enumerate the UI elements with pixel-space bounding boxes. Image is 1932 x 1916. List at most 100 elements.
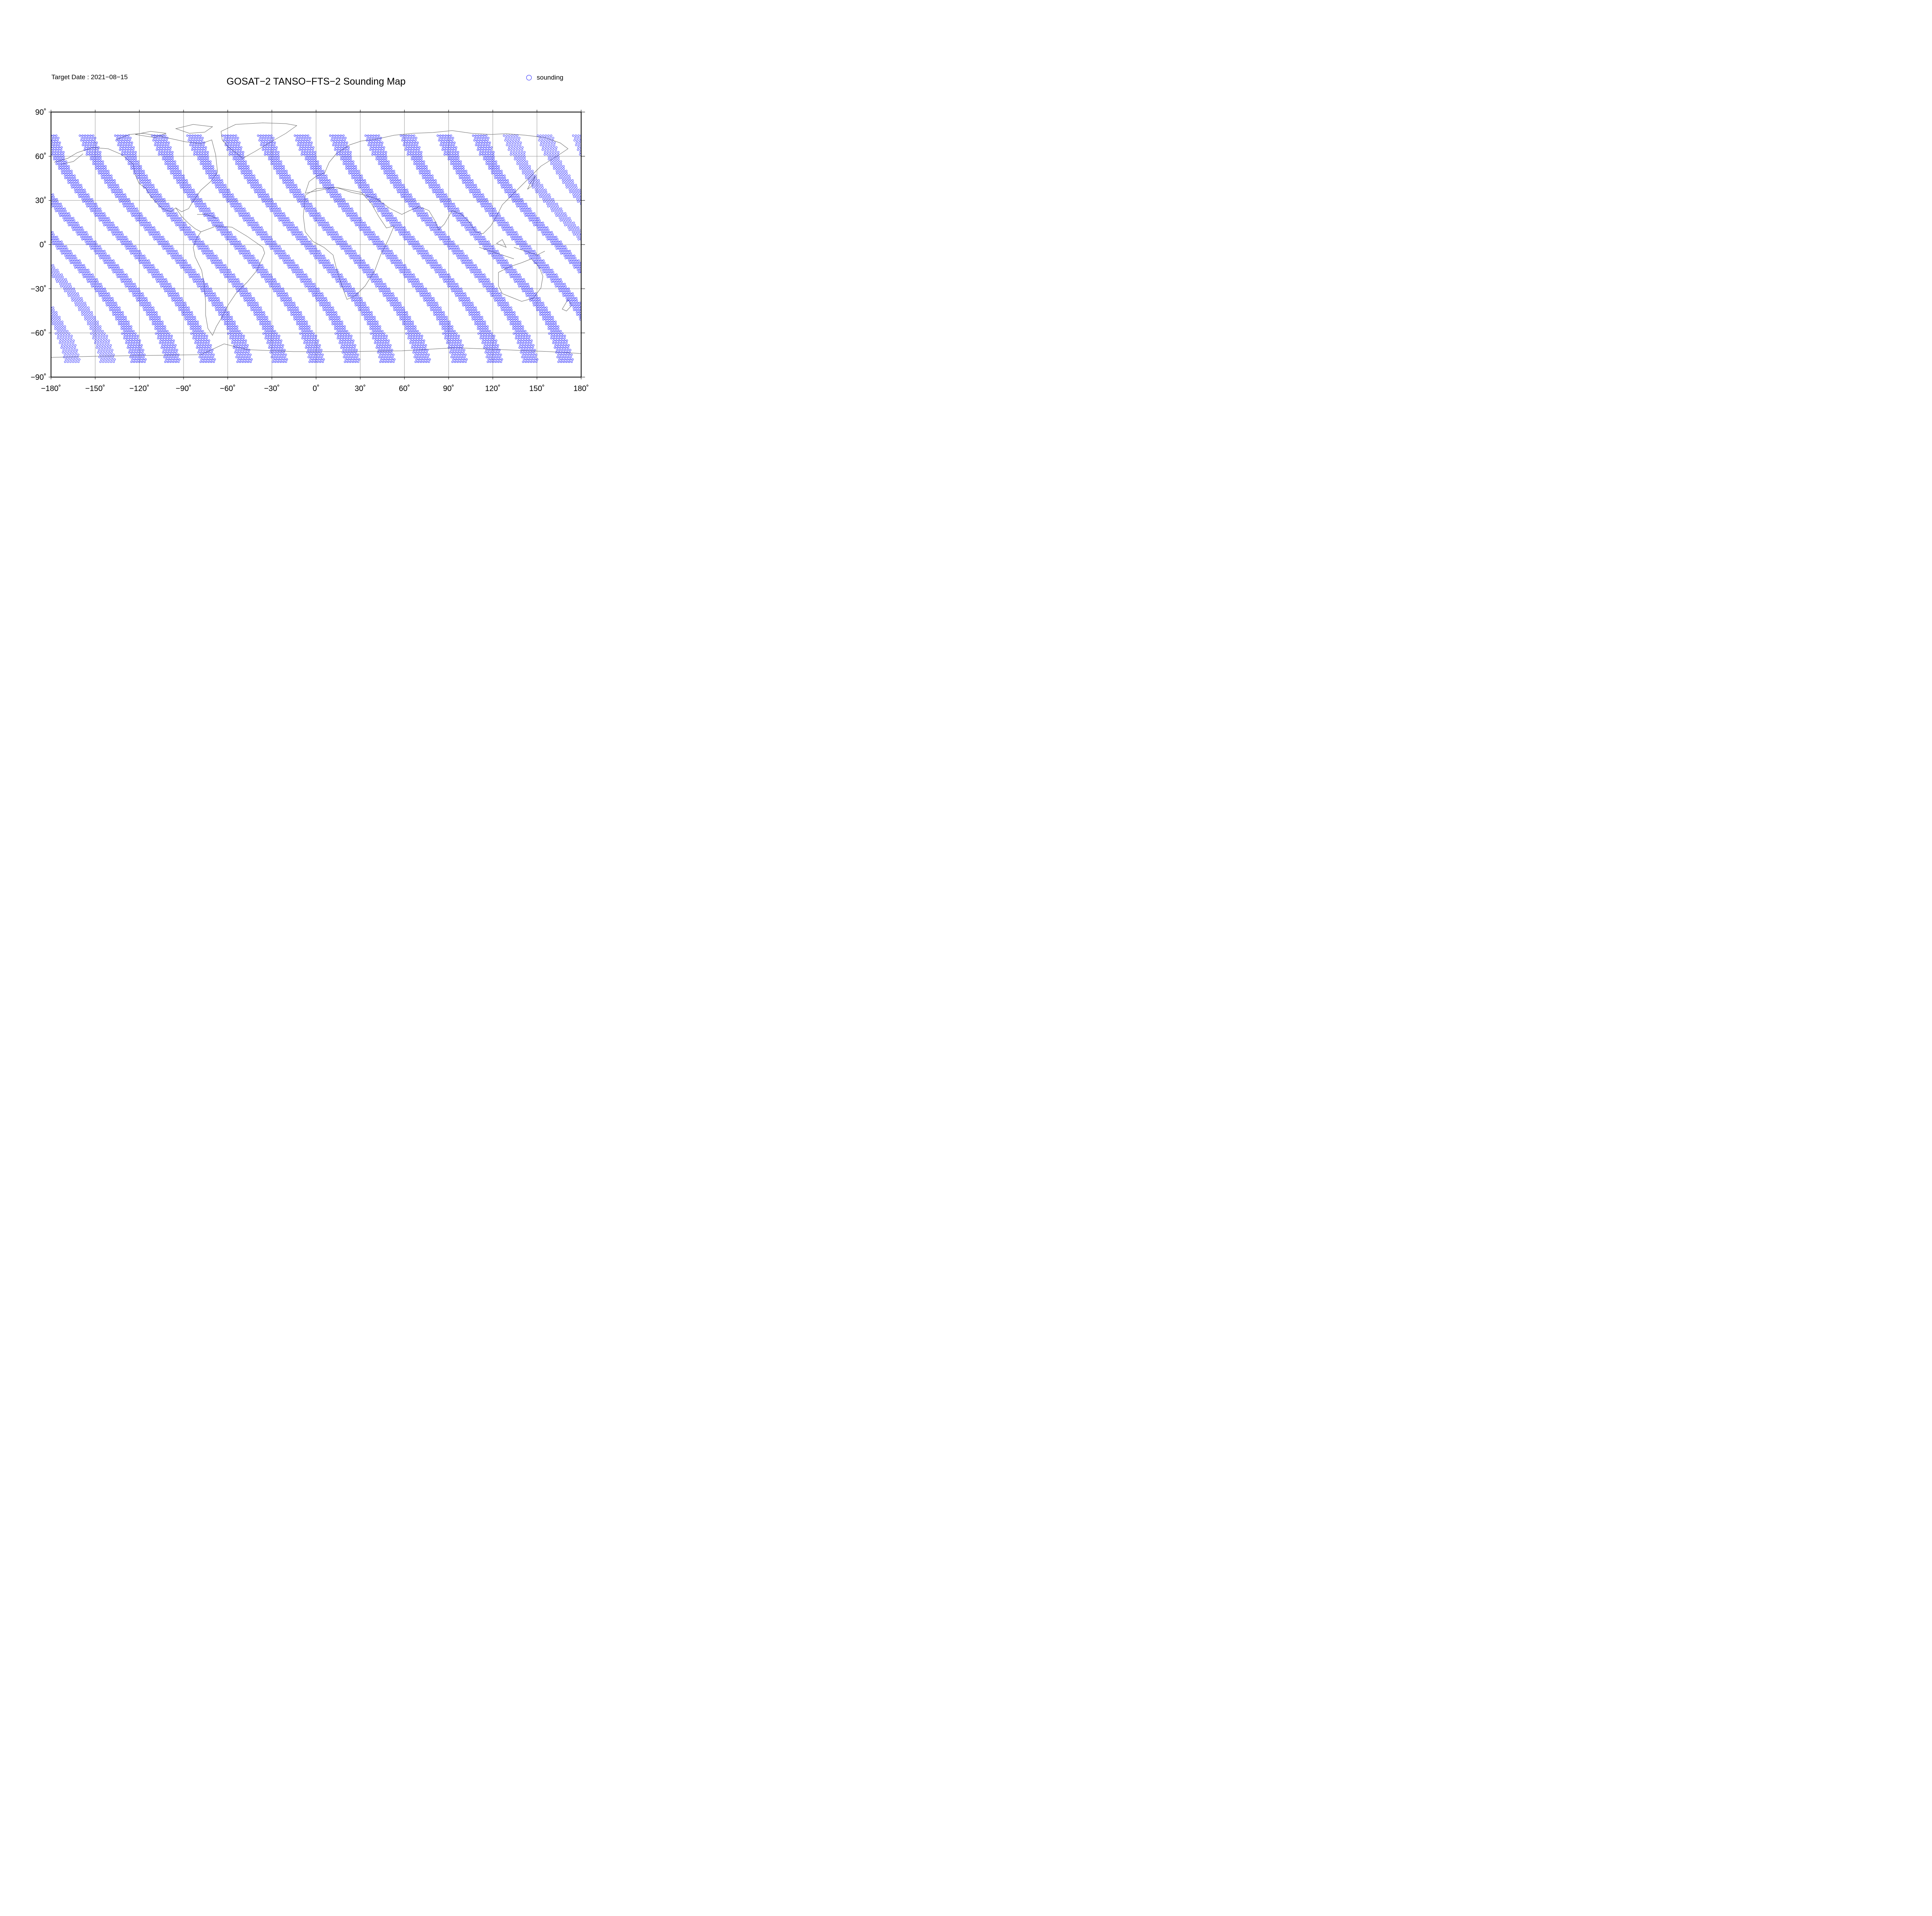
sounding-point [577, 194, 579, 196]
sounding-point [555, 208, 557, 210]
sounding-point [509, 135, 510, 137]
sounding-point [565, 182, 567, 184]
sounding-point [543, 135, 544, 137]
sounding-point [554, 206, 556, 207]
sounding-point [544, 151, 546, 153]
sounding-point [570, 182, 571, 184]
sounding-point [548, 194, 550, 196]
sounding-point [565, 215, 567, 217]
sounding-point [562, 177, 564, 179]
sounding-point [558, 170, 560, 172]
sounding-point [536, 182, 538, 184]
sounding-point [572, 135, 574, 137]
sounding-point [529, 165, 531, 167]
sounding-point [524, 165, 526, 167]
sounding-point [564, 213, 566, 214]
sounding-point [522, 168, 524, 170]
sounding-point [560, 215, 562, 217]
sounding-point [549, 137, 551, 139]
sounding-point [509, 144, 511, 146]
sounding-point [551, 201, 553, 202]
sounding-point [544, 139, 546, 141]
sounding-point [511, 146, 513, 148]
sounding-point [559, 210, 561, 212]
sounding-point [557, 154, 559, 156]
sounding-point [582, 201, 584, 202]
sounding-point [534, 187, 536, 189]
sounding-point [545, 135, 547, 137]
sounding-point [548, 135, 549, 137]
sounding-point [582, 154, 584, 156]
sounding-point [541, 194, 543, 196]
sounding-point [554, 154, 556, 156]
sounding-point [548, 158, 550, 160]
sounding-point [571, 224, 573, 226]
orbit-track [79, 135, 253, 363]
sounding-point [577, 231, 579, 233]
sounding-point [546, 201, 548, 202]
sounding-point [519, 161, 521, 163]
sounding-point [569, 189, 571, 191]
sounding-point [522, 172, 524, 174]
sounding-point [526, 165, 528, 167]
sounding-point [542, 146, 544, 148]
sounding-point [551, 210, 553, 212]
sounding-point [578, 234, 580, 236]
sounding-point [541, 139, 543, 141]
sounding-point [545, 144, 547, 146]
sounding-point [579, 198, 581, 200]
sounding-point [569, 217, 571, 219]
sounding-point [568, 184, 570, 186]
sounding-point [576, 196, 578, 198]
sounding-point [517, 144, 519, 146]
sounding-point [548, 142, 550, 144]
sounding-point [572, 191, 574, 193]
sounding-point [526, 163, 528, 165]
sounding-point [574, 191, 576, 193]
sounding-point [563, 165, 565, 167]
sounding-point [555, 161, 557, 163]
sounding-point [573, 229, 575, 231]
sounding-point [515, 142, 517, 144]
sounding-point [560, 161, 562, 163]
sounding-point [556, 172, 558, 174]
coastline-arctic-islands [135, 124, 213, 138]
sounding-point [522, 165, 524, 167]
sounding-point [506, 144, 508, 146]
sounding-point [529, 182, 531, 184]
sounding-point [543, 201, 545, 202]
sounding-point [539, 187, 541, 189]
sounding-point [537, 189, 539, 191]
sounding-point [567, 219, 569, 221]
sounding-point [577, 191, 579, 193]
sounding-point [519, 149, 520, 151]
sounding-point [549, 151, 551, 153]
sounding-point [577, 227, 579, 229]
sounding-point [571, 189, 573, 191]
sounding-point [524, 161, 526, 163]
sounding-point [553, 201, 555, 202]
sounding-point [573, 222, 575, 224]
sounding-point [574, 224, 576, 226]
sounding-point [553, 158, 555, 160]
sounding-point [551, 142, 553, 144]
sounding-point [551, 161, 553, 163]
sounding-point [560, 213, 561, 214]
sounding-point [509, 142, 511, 144]
sounding-point [49, 154, 51, 156]
sounding-point [552, 154, 554, 156]
sounding-point [536, 191, 537, 193]
sounding-point [547, 151, 549, 153]
sounding-point [534, 175, 536, 177]
sounding-point [569, 229, 571, 231]
sounding-point [567, 180, 569, 182]
sounding-point [565, 184, 567, 186]
sounding-point [551, 163, 553, 165]
sounding-point [48, 189, 50, 191]
sounding-point [516, 137, 518, 139]
sounding-point [544, 154, 546, 156]
sounding-point [574, 189, 576, 191]
sounding-point [578, 196, 580, 198]
sounding-point [524, 170, 526, 172]
sounding-point [514, 144, 516, 146]
